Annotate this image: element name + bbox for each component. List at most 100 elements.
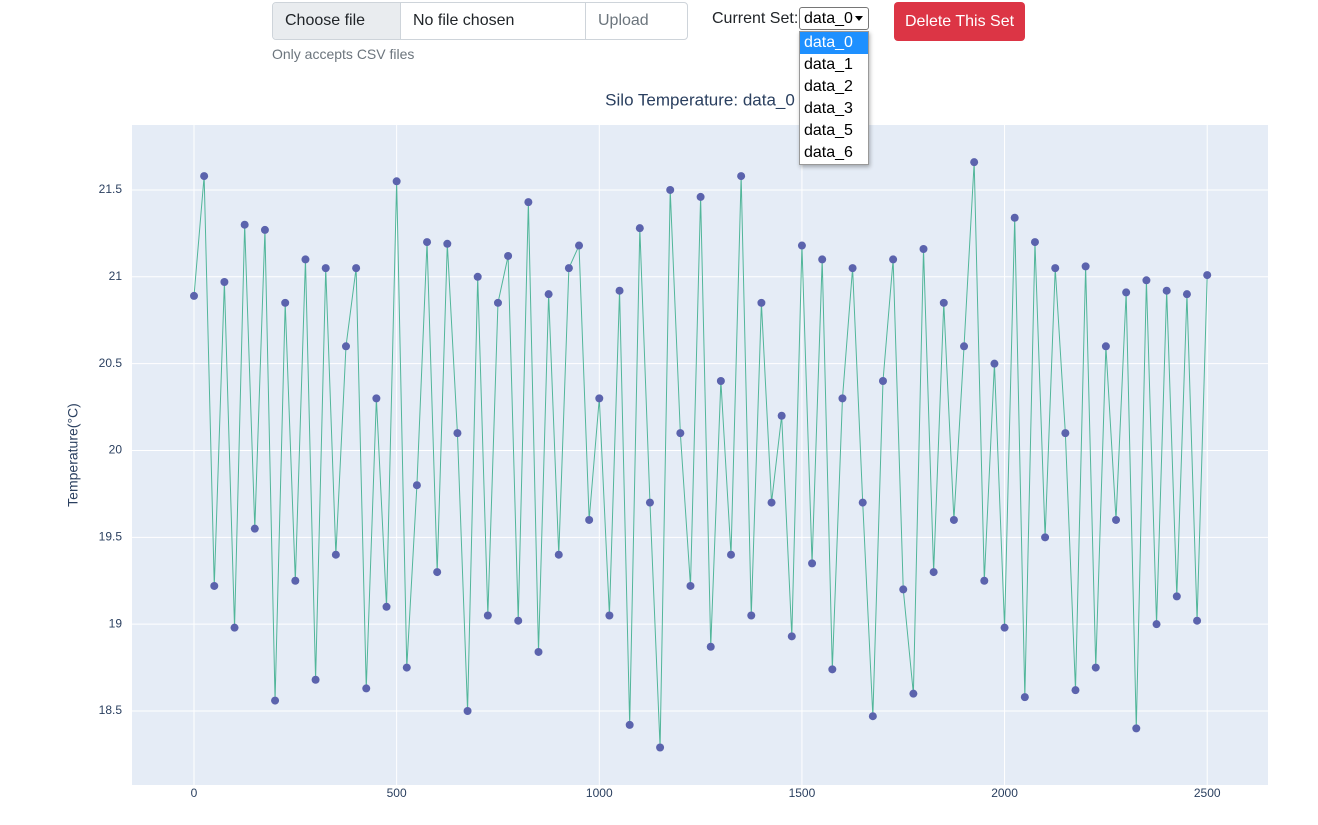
- data-point: [1132, 724, 1141, 733]
- data-point: [200, 172, 209, 181]
- data-point: [1081, 262, 1090, 271]
- data-point: [919, 245, 928, 254]
- data-point: [514, 616, 523, 625]
- y-axis-title: Temperature(°C): [65, 403, 81, 507]
- set-option[interactable]: data_1: [804, 56, 853, 73]
- data-point: [828, 665, 837, 674]
- data-point: [473, 272, 482, 281]
- set-label: Current Set:: [712, 10, 799, 27]
- data-point: [1071, 686, 1080, 695]
- delete-button[interactable]: Delete This Set: [894, 2, 1025, 41]
- data-point: [271, 696, 280, 705]
- data-point: [818, 255, 827, 264]
- data-point: [230, 623, 239, 632]
- data-point: [1193, 616, 1202, 625]
- data-point: [787, 632, 796, 641]
- y-tick-label: 21: [109, 269, 123, 283]
- data-point: [575, 241, 584, 250]
- data-point: [676, 429, 685, 438]
- data-point: [554, 550, 563, 559]
- data-point: [1000, 623, 1009, 632]
- data-point: [412, 481, 421, 490]
- data-point: [1010, 213, 1019, 222]
- data-point: [210, 581, 219, 590]
- data-point: [848, 264, 857, 273]
- data-point: [250, 524, 259, 533]
- set-option[interactable]: data_6: [804, 144, 853, 161]
- data-point: [382, 602, 391, 611]
- data-point: [483, 611, 492, 620]
- x-tick-label: 1000: [586, 786, 613, 800]
- data-point: [524, 198, 533, 207]
- data-point: [291, 576, 300, 585]
- data-point: [727, 550, 736, 559]
- data-point: [686, 581, 695, 590]
- data-point: [635, 224, 644, 233]
- data-point: [362, 684, 371, 693]
- data-point: [1182, 290, 1191, 299]
- set-option[interactable]: data_0: [800, 32, 868, 54]
- data-point: [595, 394, 604, 403]
- data-point: [909, 689, 918, 698]
- file-input[interactable]: Choose file No file chosen Upload: [272, 2, 688, 40]
- data-point: [220, 278, 229, 287]
- data-point: [1122, 288, 1131, 297]
- data-point: [1020, 693, 1029, 702]
- data-point: [1152, 620, 1161, 629]
- set-dropdown: data_0 data_1 data_2 data_3 data_5 data_6: [799, 31, 869, 165]
- data-point: [240, 220, 249, 229]
- choose-file-button[interactable]: Choose file: [273, 3, 401, 39]
- y-tick-label: 19: [109, 616, 123, 630]
- data-point: [260, 225, 269, 234]
- data-point: [493, 298, 502, 307]
- data-point: [737, 172, 746, 181]
- data-point: [878, 377, 887, 386]
- set-option[interactable]: data_3: [804, 100, 853, 117]
- data-point: [544, 290, 553, 299]
- data-point: [433, 568, 442, 577]
- data-point: [868, 712, 877, 721]
- data-point: [797, 241, 806, 250]
- data-point: [625, 720, 634, 729]
- data-point: [443, 239, 452, 248]
- data-point: [564, 264, 573, 273]
- data-point: [980, 576, 989, 585]
- y-tick-label: 20: [109, 443, 123, 457]
- data-point: [1101, 342, 1110, 351]
- data-point: [341, 342, 350, 351]
- set-select[interactable]: data_0: [799, 7, 869, 30]
- upload-button[interactable]: Upload: [585, 3, 687, 39]
- x-tick-label: 2000: [991, 786, 1018, 800]
- data-point: [352, 264, 361, 273]
- data-point: [321, 264, 330, 273]
- data-point: [1041, 533, 1050, 542]
- data-point: [1142, 276, 1151, 285]
- set-option[interactable]: data_2: [804, 78, 853, 95]
- data-point: [960, 342, 969, 351]
- data-point: [838, 394, 847, 403]
- file-name: No file chosen: [413, 12, 515, 29]
- data-point: [1172, 592, 1181, 601]
- data-point: [423, 238, 432, 247]
- data-point: [716, 377, 725, 386]
- data-point: [808, 559, 817, 568]
- data-point: [392, 177, 401, 186]
- data-point: [990, 359, 999, 368]
- data-point: [656, 743, 665, 752]
- data-point: [585, 515, 594, 524]
- data-point: [1030, 238, 1039, 247]
- data-point: [463, 707, 472, 716]
- data-point: [534, 647, 543, 656]
- y-tick-label: 18.5: [99, 703, 123, 717]
- data-point: [372, 394, 381, 403]
- set-option[interactable]: data_5: [804, 122, 853, 139]
- data-point: [777, 411, 786, 420]
- data-point: [767, 498, 776, 507]
- data-point: [331, 550, 340, 559]
- data-point: [706, 642, 715, 651]
- data-point: [939, 298, 948, 307]
- chart-title: Silo Temperature: data_0: [605, 90, 795, 109]
- data-point: [666, 185, 675, 194]
- data-point: [747, 611, 756, 620]
- data-point: [281, 298, 290, 307]
